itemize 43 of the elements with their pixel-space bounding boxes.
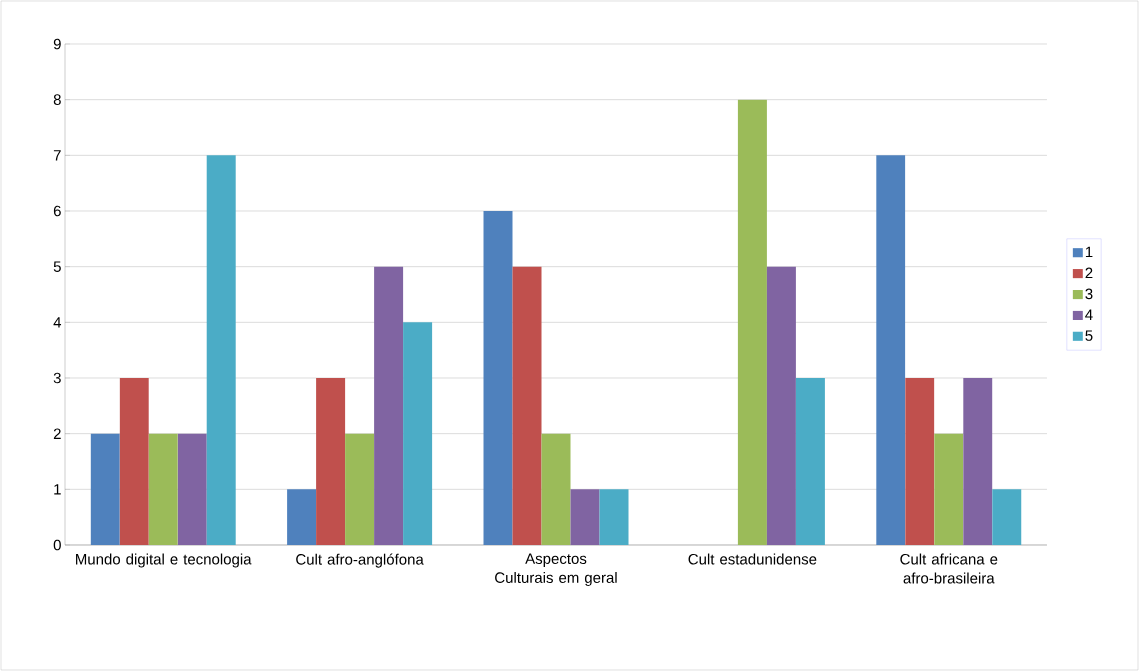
- y-tick-label: 3: [53, 372, 61, 384]
- bar: [403, 322, 433, 545]
- y-tick-label: 7: [53, 150, 61, 161]
- bar: [374, 266, 404, 545]
- y-tick-label: 1: [54, 484, 61, 495]
- x-tick-label: Aspectos Culturais em geral: [495, 553, 617, 586]
- y-tick-label: 9: [53, 38, 61, 50]
- bar: [905, 377, 935, 545]
- bar: [177, 433, 207, 545]
- bar: [876, 155, 906, 545]
- bar: [206, 155, 236, 545]
- bar: [345, 433, 375, 545]
- x-tick-label: Cult estadunidense: [688, 553, 817, 565]
- y-tick-label: 8: [53, 94, 61, 105]
- y-tick-label: 6: [53, 205, 61, 217]
- bar: [766, 266, 796, 545]
- bar: [90, 433, 120, 545]
- bar: [992, 489, 1022, 545]
- bar: [963, 377, 993, 545]
- x-tick-label: Mundo digital e tecnologia: [76, 553, 252, 568]
- legend-label: 3: [1085, 288, 1093, 300]
- bar: [541, 433, 571, 545]
- bar: [287, 489, 317, 545]
- bar: [148, 433, 178, 545]
- bar: [512, 266, 542, 545]
- bar: [599, 489, 629, 545]
- legend-label: 4: [1085, 309, 1093, 320]
- y-tick-label: 5: [53, 261, 61, 272]
- bar: [795, 377, 825, 545]
- legend-label: 2: [1085, 267, 1093, 279]
- x-tick-label: Cult africana e afro-brasileira: [900, 553, 998, 584]
- bar: [119, 377, 149, 545]
- legend-label: 1: [1085, 246, 1093, 258]
- x-tick-label: Cult afro-anglófona: [296, 553, 424, 568]
- y-tick-label: 4: [53, 317, 62, 328]
- bar: [934, 433, 964, 545]
- bar: [570, 489, 600, 545]
- y-tick-label: 0: [53, 539, 61, 551]
- bar: [483, 211, 513, 545]
- bar: [316, 377, 346, 545]
- legend-label: 5: [1085, 330, 1093, 341]
- bar: [737, 99, 767, 545]
- y-tick-label: 2: [53, 428, 61, 439]
